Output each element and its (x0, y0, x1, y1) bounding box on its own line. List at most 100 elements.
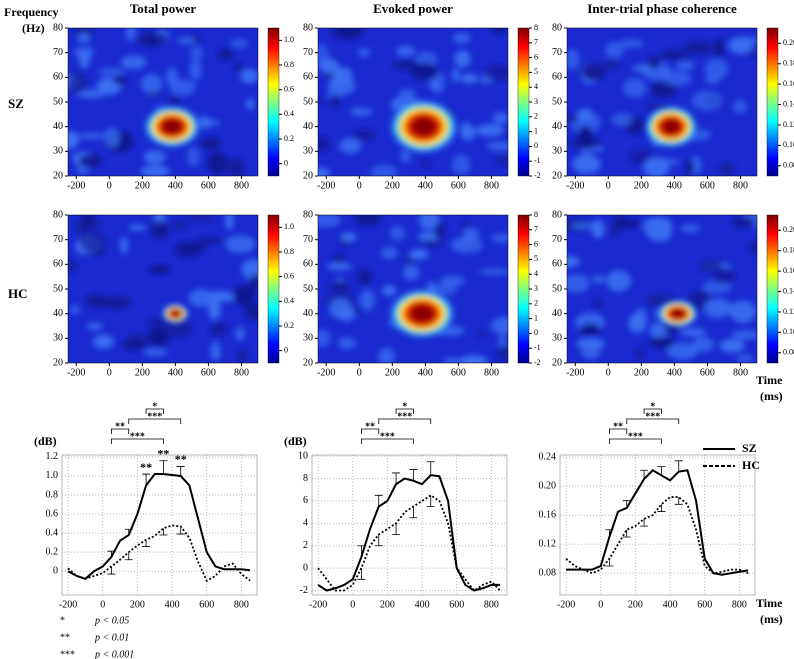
y-tick-label: 50 (53, 283, 63, 294)
x-tick-label: 600 (700, 180, 715, 191)
heatmap-noise (200, 137, 221, 151)
x-tick-label: 400 (418, 180, 433, 191)
heatmap-noise (614, 219, 640, 229)
heatmap-noise (580, 341, 601, 360)
heatmap-noise (135, 31, 168, 47)
colorbar-tick-label: 0.4 (284, 296, 294, 305)
colorbar-tick-label: 0.10 (783, 140, 794, 149)
heatmap-noise (591, 275, 606, 283)
heatmap-noise (381, 246, 398, 260)
series-line (566, 468, 749, 576)
colorbar-tick-label: 5 (534, 67, 538, 76)
heatmap-noise (77, 32, 90, 44)
heatmap-noise (490, 316, 508, 334)
colorbar-tick-label: 0.2 (284, 134, 294, 143)
heatmap-noise (318, 135, 331, 153)
heatmap-noise (370, 164, 398, 176)
error-bar (640, 469, 649, 479)
heatmap-noise (245, 98, 255, 111)
heatmap-noise (93, 334, 114, 349)
error-bar (640, 518, 649, 527)
y-tick-label: 70 (53, 47, 63, 58)
heatmap-noise (567, 113, 578, 124)
colorbar-tick-label: 2 (534, 112, 538, 121)
y-tick-label: 60 (552, 72, 562, 83)
heatmap-noise (318, 215, 341, 228)
colorbar (766, 27, 779, 177)
heatmap-noise (225, 235, 256, 254)
heatmap-noise (79, 231, 107, 253)
heatmap-noise (357, 268, 373, 286)
heatmap-noise (719, 339, 745, 353)
heatmap-noise (143, 348, 168, 356)
row-label: HC (8, 286, 28, 301)
heatmap-noise (421, 239, 443, 248)
x-axis-unit: (ms) (760, 389, 783, 403)
heatmap-blob (387, 287, 457, 340)
heatmap-noise (606, 270, 631, 292)
heatmap-noise (581, 63, 606, 81)
y-tick-label: 80 (303, 209, 313, 220)
x-tick-label: 600 (697, 599, 712, 610)
chart-title: Inter-trial phase coherence (587, 1, 737, 16)
colorbar (517, 27, 530, 177)
heatmap-noise (747, 241, 757, 254)
colorbar-tick-label: 3 (534, 97, 538, 106)
heatmap-noise (692, 336, 714, 352)
heatmap-noise (460, 355, 488, 363)
heatmap-noise (68, 131, 80, 149)
y-axis-unit: (Hz) (22, 21, 45, 35)
y-tick-label: 8 (303, 473, 308, 484)
error-bar (159, 528, 168, 536)
heatmap-noise (98, 67, 126, 76)
heatmap-noise (358, 48, 370, 57)
heatmap-noise (603, 59, 621, 70)
x-tick-label: 200 (135, 367, 150, 378)
plot-frame (311, 454, 508, 596)
heatmap-noise (735, 354, 754, 363)
bracket-label: *** (397, 411, 412, 422)
y-tick-label: 30 (303, 146, 313, 157)
y-tick-label: 20 (552, 170, 562, 181)
heatmap-noise (169, 79, 196, 96)
y-tick-label: 60 (53, 259, 63, 270)
colorbar-tick-label: 0.4 (284, 109, 294, 118)
bracket (361, 438, 414, 444)
x-tick-label: 800 (732, 599, 747, 610)
heatmap-noise (377, 348, 395, 363)
heatmap-noise (410, 62, 439, 81)
x-tick-label: 200 (385, 180, 400, 191)
heatmap-noise (243, 302, 258, 321)
error-bar (657, 466, 666, 476)
bracket (111, 428, 130, 434)
y-tick-label: 40 (303, 121, 313, 132)
colorbar-tick-label: 7 (534, 225, 538, 234)
y-tick-label: 50 (552, 96, 562, 107)
x-tick-label: 0 (100, 599, 105, 610)
bracket (643, 408, 662, 414)
heatmap-noise (69, 304, 81, 315)
error-bar (176, 526, 185, 535)
x-tick-label: 400 (168, 367, 183, 378)
heatmap-noise (728, 36, 754, 54)
heatmap-noise (68, 71, 88, 94)
heatmap-noise (451, 68, 461, 83)
heatmap-noise (454, 50, 471, 68)
y-tick-label: 40 (552, 121, 562, 132)
y-tick-label: 40 (53, 308, 63, 319)
heatmap-blob (656, 298, 699, 329)
y-tick-label: 70 (552, 234, 562, 245)
heatmap-texture (318, 215, 508, 363)
heatmap-noise (141, 73, 162, 95)
error-bar (142, 539, 151, 547)
y-tick-label: 1.2 (46, 451, 59, 462)
x-tick-label: -200 (566, 180, 584, 191)
y-tick-label: 0.8 (46, 489, 59, 500)
x-tick-label: 400 (418, 367, 433, 378)
heatmap-noise (684, 158, 695, 176)
heatmap-noise (622, 77, 647, 98)
heatmap-noise (591, 219, 605, 239)
colorbar-tick-label: -2 (534, 358, 541, 367)
footnote-text: p < 0.001 (94, 649, 134, 659)
x-axis-unit: (ms) (760, 612, 783, 626)
